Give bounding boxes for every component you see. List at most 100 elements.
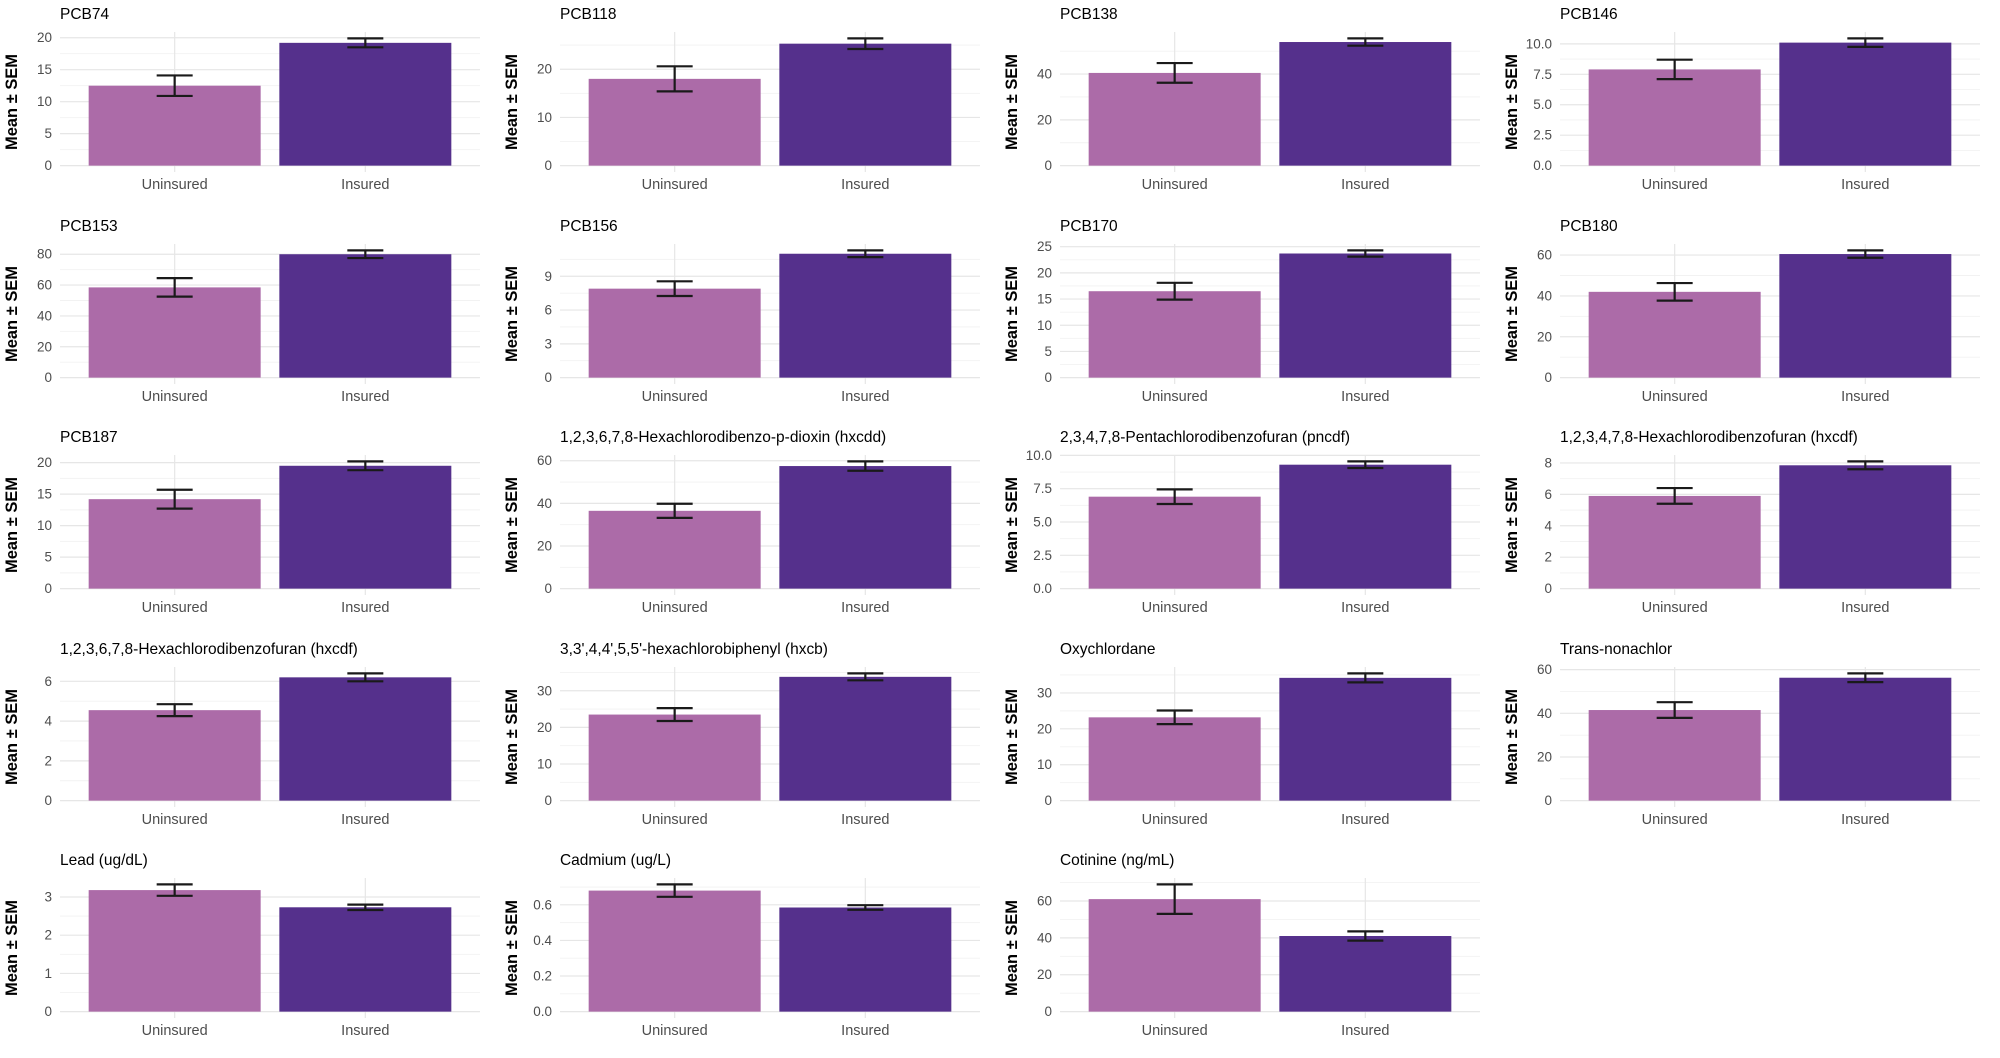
panel-title: PCB138 xyxy=(1060,6,1118,23)
panel-svg: 0 20 40 60 Uninsured Insured Trans-nonachlor Me… xyxy=(1503,641,1980,828)
y-axis-label: Mean ± SEM xyxy=(1003,54,1021,150)
y-tick-label: 10 xyxy=(537,110,552,125)
y-tick-label: 0 xyxy=(545,581,553,596)
x-category-label: Insured xyxy=(841,1023,889,1039)
y-tick-label: 10.0 xyxy=(1526,36,1552,51)
y-tick-label: 20 xyxy=(537,539,552,554)
error-bar-uninsured xyxy=(156,702,193,717)
panel-svg: 0.0 2.5 5.0 7.5 10.0 Uninsured Insured PCB146 Me… xyxy=(1503,6,1980,193)
y-axis-label: Mean ± SEM xyxy=(1003,266,1021,362)
empty-cell xyxy=(1500,846,2000,1058)
y-tick-label: 40 xyxy=(37,308,52,323)
x-category-label: Uninsured xyxy=(142,600,208,616)
error-bar-uninsured xyxy=(1656,281,1693,302)
bar-insured xyxy=(1779,465,1952,589)
x-category-label: Insured xyxy=(1341,177,1389,193)
panel-title: 1,2,3,4,7,8-Hexachlorodibenzofuran (hxcd… xyxy=(1560,429,1858,446)
y-tick-label: 20 xyxy=(37,339,52,354)
y-tick-label: 60 xyxy=(1537,662,1552,677)
y-tick-label: 1 xyxy=(45,966,53,981)
y-tick-label: 15 xyxy=(37,62,52,77)
y-tick-label: 0 xyxy=(45,1005,53,1020)
y-tick-label: 9 xyxy=(545,268,553,283)
y-tick-label: 15 xyxy=(37,487,52,502)
bar-uninsured xyxy=(1088,496,1261,589)
x-category-label: Insured xyxy=(1341,389,1389,405)
error-bar-uninsured xyxy=(1156,709,1193,726)
panel-svg: 0 10 20 30 Uninsured Insured Oxychlordane Mean … xyxy=(1003,641,1480,828)
error-bar-insured xyxy=(847,460,884,473)
panel-title: Trans-nonachlor xyxy=(1560,641,1672,658)
y-tick-label: 2.5 xyxy=(1533,128,1552,143)
chart-panel-1-2-3-6-7-8-hexachlorodibenzo-p-dioxin-hxcdd: 0 20 40 60 Uninsured Insured 1,2,3,6,7,8-Hexac… xyxy=(500,423,1000,635)
error-bar-uninsured xyxy=(1656,700,1693,719)
y-axis-label: Mean ± SEM xyxy=(3,689,21,785)
y-tick-label: 40 xyxy=(1537,706,1552,721)
chart-panel-3-3-4-4-5-5-hexachlorobiphenyl-hxcb: 0 10 20 30 Uninsured Insured 3,3',4,4',5,5'-he… xyxy=(500,634,1000,847)
y-tick-label: 2.5 xyxy=(1033,548,1052,563)
bar-insured xyxy=(1779,42,1952,166)
y-axis-label: Mean ± SEM xyxy=(3,477,21,573)
x-category-label: Uninsured xyxy=(642,600,708,616)
y-tick-label: 2 xyxy=(1545,550,1553,565)
y-tick-label: 6 xyxy=(1545,487,1553,502)
error-bar-insured xyxy=(847,37,884,51)
y-tick-label: 0 xyxy=(45,581,53,596)
y-tick-label: 4 xyxy=(1545,518,1553,533)
bar-insured xyxy=(279,253,452,378)
bar-insured xyxy=(779,466,952,589)
error-bar-insured xyxy=(847,672,884,682)
x-category-label: Insured xyxy=(1341,1023,1389,1039)
y-tick-label: 20 xyxy=(537,62,552,77)
bar-uninsured xyxy=(1588,496,1761,589)
y-axis-label: Mean ± SEM xyxy=(3,54,21,150)
y-tick-label: 0.0 xyxy=(533,1005,552,1020)
error-bar-insured xyxy=(1347,460,1384,470)
x-category-label: Uninsured xyxy=(642,812,708,828)
error-bar-uninsured xyxy=(1156,61,1193,84)
y-tick-label: 6 xyxy=(545,302,553,317)
error-bar-insured xyxy=(1347,672,1384,684)
x-category-label: Uninsured xyxy=(1642,177,1708,193)
y-tick-label: 8 xyxy=(1545,456,1553,471)
panel-title: PCB187 xyxy=(60,429,118,446)
x-category-label: Uninsured xyxy=(142,812,208,828)
panel-svg: 0 3 6 9 Uninsured Insured PCB156 Mean ± SEM xyxy=(503,218,980,405)
error-bar-insured xyxy=(1347,37,1384,47)
y-tick-label: 0 xyxy=(545,370,553,385)
x-category-label: Uninsured xyxy=(142,1023,208,1039)
y-axis-label: Mean ± SEM xyxy=(503,477,521,573)
panel-svg: 0.0 0.2 0.4 0.6 Uninsured Insured Cadmium (ug/… xyxy=(503,852,980,1039)
panel-svg: 0 10 20 Uninsured Insured PCB118 Mean ± SEM xyxy=(503,6,980,193)
error-bar-insured xyxy=(1847,37,1884,48)
y-tick-label: 0 xyxy=(1545,370,1553,385)
x-category-label: Uninsured xyxy=(142,389,208,405)
panel-title: 2,3,4,7,8-Pentachlorodibenzofuran (pncdf… xyxy=(1060,429,1350,446)
x-category-label: Insured xyxy=(341,600,389,616)
y-axis-label: Mean ± SEM xyxy=(1503,266,1521,362)
y-axis-label: Mean ± SEM xyxy=(503,900,521,996)
y-tick-label: 20 xyxy=(537,720,552,735)
panel-title: Cadmium (ug/L) xyxy=(560,852,671,869)
y-tick-label: 5.0 xyxy=(1533,97,1552,112)
y-axis-label: Mean ± SEM xyxy=(3,900,21,996)
error-bar-insured xyxy=(1847,460,1884,471)
chart-panel-trans-nonachlor: 0 20 40 60 Uninsured Insured Trans-nonachlor Me… xyxy=(1500,634,2000,847)
y-tick-label: 15 xyxy=(1037,291,1052,306)
bar-uninsured xyxy=(588,288,761,378)
y-tick-label: 5 xyxy=(45,126,53,141)
y-axis-label: Mean ± SEM xyxy=(1503,689,1521,785)
y-tick-label: 0 xyxy=(1045,1005,1053,1020)
error-bar-insured xyxy=(347,903,384,912)
bar-uninsured xyxy=(1088,899,1261,1013)
error-bar-uninsured xyxy=(1656,58,1693,81)
panel-svg: 0.0 2.5 5.0 7.5 10.0 Uninsured Insured 2,3,4,7,… xyxy=(1003,429,1480,616)
y-tick-label: 3 xyxy=(45,890,53,905)
y-tick-label: 0 xyxy=(1545,793,1553,808)
y-tick-label: 0 xyxy=(1045,158,1053,173)
panel-svg: 0 20 40 60 80 Uninsured Insured PCB153 Mean ± SE… xyxy=(3,218,480,405)
chart-panel-pcb74: 0 5 10 15 20 Uninsured Insured PCB74 Mean ± SEM xyxy=(0,0,500,212)
y-tick-label: 0.0 xyxy=(1533,158,1552,173)
x-category-label: Uninsured xyxy=(1142,389,1208,405)
y-tick-label: 0.2 xyxy=(533,969,552,984)
